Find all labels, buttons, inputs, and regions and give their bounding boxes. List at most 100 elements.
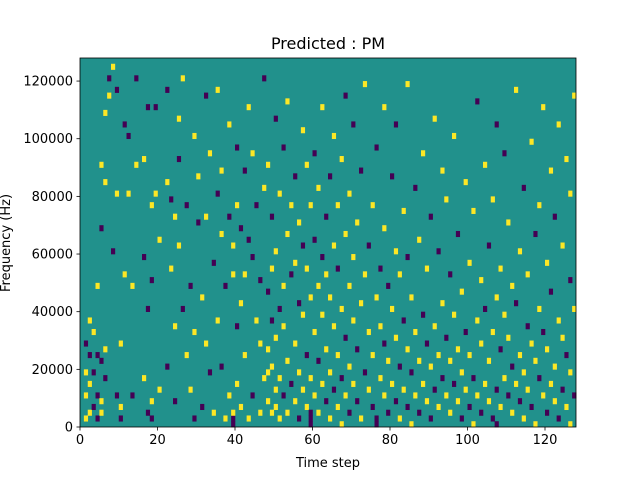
heatmap-cell (277, 305, 282, 312)
heatmap-cell (537, 202, 542, 209)
heatmap-cell (467, 259, 472, 266)
heatmap-cell (510, 282, 515, 289)
heatmap-cell (421, 311, 426, 318)
heatmap-cell (103, 346, 108, 353)
heatmap-cell (99, 409, 104, 416)
heatmap-cell (308, 409, 313, 416)
heatmap-cell (219, 363, 224, 370)
heatmap-cell (436, 248, 441, 255)
heatmap-cell (200, 294, 205, 301)
heatmap-cell (533, 230, 538, 238)
heatmap-cell (192, 415, 197, 422)
heatmap-cell (87, 317, 92, 324)
heatmap-cell (99, 161, 104, 168)
heatmap-cell (339, 375, 344, 382)
heatmap-cell (95, 415, 100, 422)
heatmap-cell (502, 375, 507, 382)
heatmap-cell (95, 282, 100, 289)
heatmap-cell (269, 213, 275, 220)
heatmap-cell (235, 380, 240, 387)
heatmap-cell (107, 92, 112, 99)
heatmap-cell (459, 415, 464, 422)
heatmap-cell (114, 392, 120, 399)
heatmap-cell (560, 334, 565, 341)
heatmap-cell (490, 196, 495, 203)
heatmap-cell (548, 380, 554, 387)
heatmap-cell (126, 132, 131, 140)
heatmap-cell (118, 415, 123, 422)
heatmap-cell (134, 75, 139, 82)
heatmap-cell (196, 173, 201, 180)
heatmap-cell (545, 259, 550, 266)
heatmap-cell (397, 415, 402, 422)
heatmap-cell (525, 386, 530, 393)
y-tick-label: 120000 (23, 75, 73, 90)
heatmap-cell (242, 167, 247, 174)
heatmap-cell (91, 328, 96, 336)
heatmap-cell (188, 282, 193, 289)
heatmap-cell (169, 196, 174, 203)
heatmap-cell (335, 352, 340, 359)
heatmap-cell (153, 104, 158, 111)
heatmap-cell (548, 288, 554, 295)
heatmap-cell (103, 375, 108, 382)
heatmap-cell (455, 230, 461, 238)
heatmap-cell (297, 300, 302, 307)
heatmap-cell (448, 409, 453, 416)
heatmap-cell (479, 409, 484, 416)
heatmap-cell (149, 415, 154, 422)
heatmap-cell (165, 179, 170, 186)
heatmap-cell (312, 328, 317, 336)
heatmap-cell (281, 323, 286, 330)
y-tick-label: 60000 (32, 248, 73, 263)
heatmap-cell (328, 294, 333, 301)
heatmap-cell (452, 311, 457, 318)
heatmap-cell (343, 92, 348, 99)
heatmap-cell (99, 225, 104, 232)
heatmap-cell (545, 346, 550, 353)
heatmap-cell (421, 150, 426, 157)
heatmap-cell (471, 375, 476, 382)
heatmap-cell (87, 352, 92, 359)
heatmap-cell (99, 398, 104, 405)
heatmap-cell (149, 277, 154, 284)
heatmap-cell (157, 236, 162, 243)
heatmap-cell (343, 392, 348, 399)
heatmap-cell (424, 265, 430, 272)
heatmap-cell (122, 121, 127, 128)
heatmap-cell (207, 369, 213, 376)
heatmap-cell (347, 363, 352, 370)
heatmap-cell (277, 375, 282, 382)
heatmap-cell (231, 409, 236, 416)
heatmap-cell (521, 369, 526, 376)
heatmap-cell (149, 398, 154, 405)
heatmap-cell (231, 421, 236, 428)
heatmap-cell (122, 271, 127, 278)
y-axis: 0 20000 40000 60000 80000 100000 120000 (23, 75, 80, 436)
heatmap-cell (87, 380, 92, 387)
heatmap-cell (211, 409, 216, 416)
heatmap-cell (196, 219, 201, 226)
heatmap-cell (393, 398, 399, 405)
heatmap-cell (459, 369, 464, 376)
heatmap-cell (405, 403, 410, 411)
heatmap-cell (103, 179, 108, 186)
heatmap-cell (521, 415, 526, 422)
heatmap-cell (238, 225, 244, 232)
heatmap-cell (382, 225, 387, 232)
heatmap-cell (304, 352, 309, 359)
heatmap-cell (440, 167, 445, 174)
heatmap-cell (289, 271, 294, 278)
heatmap-cell (568, 421, 573, 428)
heatmap-cell (483, 305, 488, 312)
heatmap-cell (316, 357, 321, 364)
heatmap-cell (328, 369, 333, 376)
heatmap-cell (266, 161, 271, 168)
heatmap-cell (359, 415, 364, 422)
heatmap-cell (572, 305, 577, 312)
x-tick-label: 100 (455, 433, 480, 448)
heatmap-cell (231, 415, 236, 422)
heatmap-cell (293, 340, 298, 347)
heatmap-cell (390, 305, 395, 312)
heatmap-cell (83, 340, 89, 347)
